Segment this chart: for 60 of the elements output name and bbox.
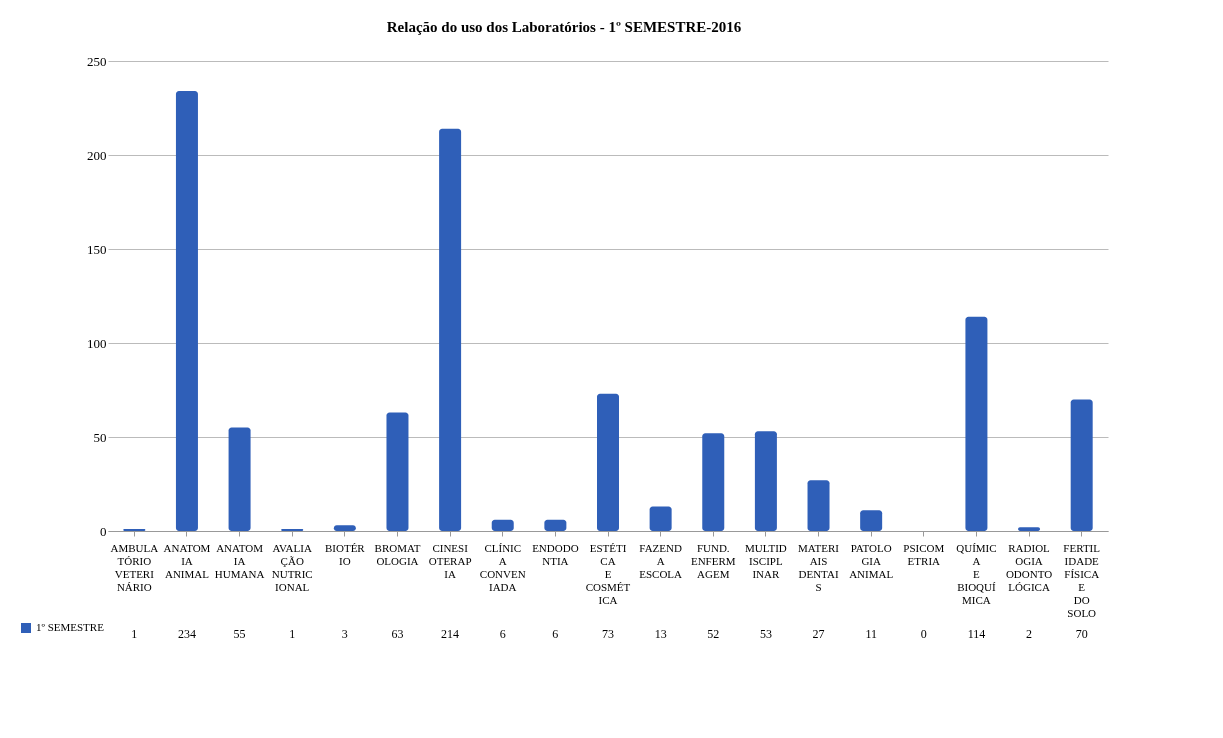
- data-label: 6: [552, 627, 559, 641]
- x-tick-label: FUND. ENFERMAGEM: [690, 541, 736, 580]
- x-tick-label: FAZENDA ESCOLA: [639, 541, 683, 580]
- data-label: 55: [233, 627, 246, 641]
- x-tick-label: ESTÉTICA E COSMÉTICA: [585, 541, 631, 606]
- x-tick-label: ANATOMIA ANIMAL: [163, 541, 211, 580]
- data-label: 52: [707, 627, 720, 641]
- bar: [860, 510, 883, 531]
- bar: [702, 433, 725, 531]
- x-tick-label: MULTIDISCIPLINAR: [745, 541, 787, 580]
- x-tick-label: BROMATOLOGIA: [374, 541, 421, 567]
- data-label: 73: [602, 627, 614, 641]
- x-tick-label: AMBULATÓRIO VETERINÁRIO: [110, 541, 159, 593]
- data-label: 114: [967, 627, 986, 641]
- data-label: 6: [499, 627, 506, 641]
- data-label: 1: [131, 627, 138, 641]
- bar: [228, 427, 251, 531]
- data-label: 53: [759, 627, 772, 641]
- data-label: 1: [289, 627, 296, 641]
- data-label: 2: [1026, 627, 1033, 641]
- x-tick-label: MATERIAIS DENTAIS: [798, 541, 840, 593]
- x-tick-label: RADIOLOGIA ODONTOLÓGICA: [1005, 541, 1053, 593]
- data-label: 0: [920, 627, 927, 641]
- bar: [754, 431, 777, 531]
- x-tick-label: CLÍNICA CONVENIADA: [479, 541, 526, 593]
- y-tick-label: 200: [87, 147, 107, 163]
- bar: [386, 412, 409, 531]
- data-label: 13: [654, 627, 667, 641]
- chart-title: Relação do uso dos Laboratórios - 1º SEMESTRE-2016: [386, 19, 742, 35]
- bar: [649, 506, 672, 531]
- y-tick-label: 0: [100, 523, 107, 539]
- data-label: 3: [341, 627, 348, 641]
- bar: [175, 91, 198, 531]
- data-label: 234: [177, 627, 196, 641]
- bar: [807, 480, 830, 531]
- data-label: 70: [1075, 627, 1088, 641]
- data-label: 27: [812, 627, 825, 641]
- x-tick-label: PSICOMETRIA: [903, 541, 945, 567]
- x-tick-label: BIOTÉRIO: [324, 541, 366, 567]
- data-label: 11: [865, 627, 877, 641]
- y-tick-label: 250: [87, 53, 107, 69]
- y-tick-label: 50: [93, 429, 107, 445]
- bar: [439, 128, 462, 531]
- y-tick-label: 100: [87, 335, 107, 351]
- bar: [597, 393, 619, 531]
- x-tick-label: CINESIOTERAPIA: [428, 541, 472, 580]
- data-label: 214: [441, 627, 460, 641]
- legend-label: 1º SEMESTRE: [36, 621, 105, 633]
- x-tick-label: QUÍMICA E BIOQUÍMICA: [956, 541, 997, 606]
- x-tick-label: FERTILIDADE FÍSICA E DO SOLO: [1063, 541, 1101, 619]
- y-tick-label: 150: [87, 241, 107, 257]
- x-tick-label: ANATOMIA HUMANA: [214, 541, 265, 580]
- x-tick-label: AVALIAÇÃO NUTRICIONAL: [271, 541, 313, 593]
- x-tick-label: ENDODONTIA: [532, 541, 579, 567]
- bar: [965, 316, 988, 531]
- data-label: 63: [391, 627, 404, 641]
- x-tick-label: PATOLOGIA ANIMAL: [849, 541, 894, 580]
- bar: [544, 519, 567, 531]
- bar: [491, 519, 514, 531]
- bar: [1070, 399, 1093, 531]
